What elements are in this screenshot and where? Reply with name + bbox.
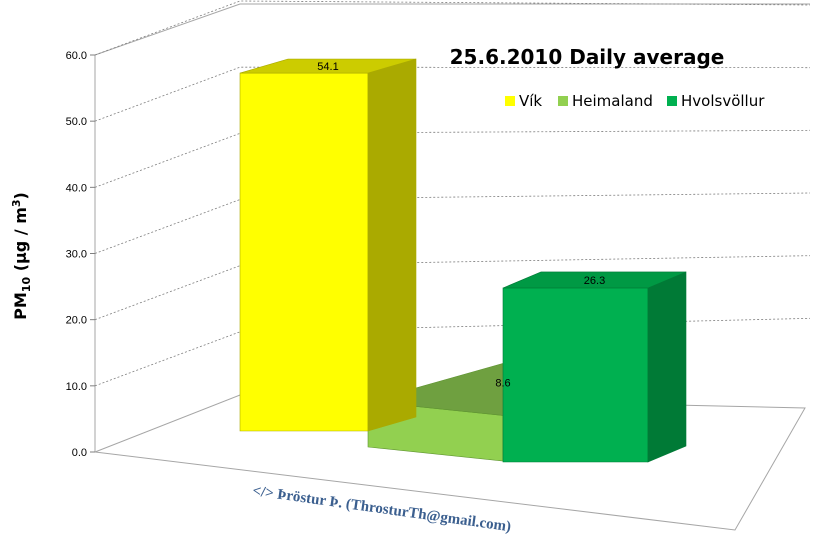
bar-side (367, 58, 417, 432)
legend-label: Heimaland (572, 92, 653, 110)
y-tick-label: 0.0 (72, 447, 87, 459)
bar-side (647, 271, 687, 463)
y-tick-label: 10.0 (66, 381, 87, 393)
floor-outline (94, 394, 806, 531)
legend-item-vík: Vík (505, 92, 542, 110)
svg-text:PM10 (μg / m3): PM10 (μg / m3) (10, 192, 33, 320)
bar-top (239, 58, 417, 74)
chart-title: 25.6.2010 Daily average (450, 45, 725, 69)
gridline (94, 317, 811, 387)
y-axis-label-subscript: 10 (20, 277, 33, 293)
data-label-vík: 54.1 (317, 61, 338, 73)
author-credit: </> Þröstur Þ. (ThrosturTh@gmail.com) (251, 483, 512, 535)
y-axis-label: PM10 (μg / m3) (10, 192, 33, 320)
legend-label: Hvolsvöllur (681, 92, 765, 110)
legend-label: Vík (519, 92, 542, 110)
y-tick-label: 50.0 (66, 116, 87, 128)
legend-swatch (558, 96, 568, 106)
legend-item-hvolsvöllur: Hvolsvöllur (667, 92, 765, 110)
y-axis-label-unit: (μg / m (11, 207, 30, 277)
data-labels: 8.6 54.1 26.3 (317, 61, 605, 389)
y-axis-label-unit-close: ) (11, 192, 30, 199)
bar-hvolsvöllur (502, 271, 687, 463)
y-tick-label: 40.0 (66, 182, 87, 194)
y-tick-label: 30.0 (66, 249, 87, 261)
bar-top (502, 271, 687, 289)
legend-swatch (505, 96, 515, 106)
gridline (94, 255, 811, 321)
y-tick-label: 60.0 (66, 50, 87, 62)
y-axis-label-main: PM (11, 292, 30, 320)
data-label-hvolsvöllur: 26.3 (584, 275, 605, 287)
gridline (94, 129, 811, 188)
y-axis-ticks: 0.0 10.0 20.0 30.0 40.0 50.0 60.0 (66, 50, 95, 459)
bars (239, 58, 687, 463)
legend: Vík Heimaland Hvolsvöllur (505, 92, 765, 110)
bar-vík (239, 58, 417, 432)
legend-item-heimaland: Heimaland (558, 92, 653, 110)
y-axis-label-superscript: 3 (10, 199, 23, 207)
bar-front (239, 72, 369, 432)
bar-front (502, 287, 649, 463)
y-tick-label: 20.0 (66, 315, 87, 327)
data-label-heimaland: 8.6 (495, 377, 510, 389)
gridline (94, 192, 811, 254)
legend-swatch (667, 96, 677, 106)
